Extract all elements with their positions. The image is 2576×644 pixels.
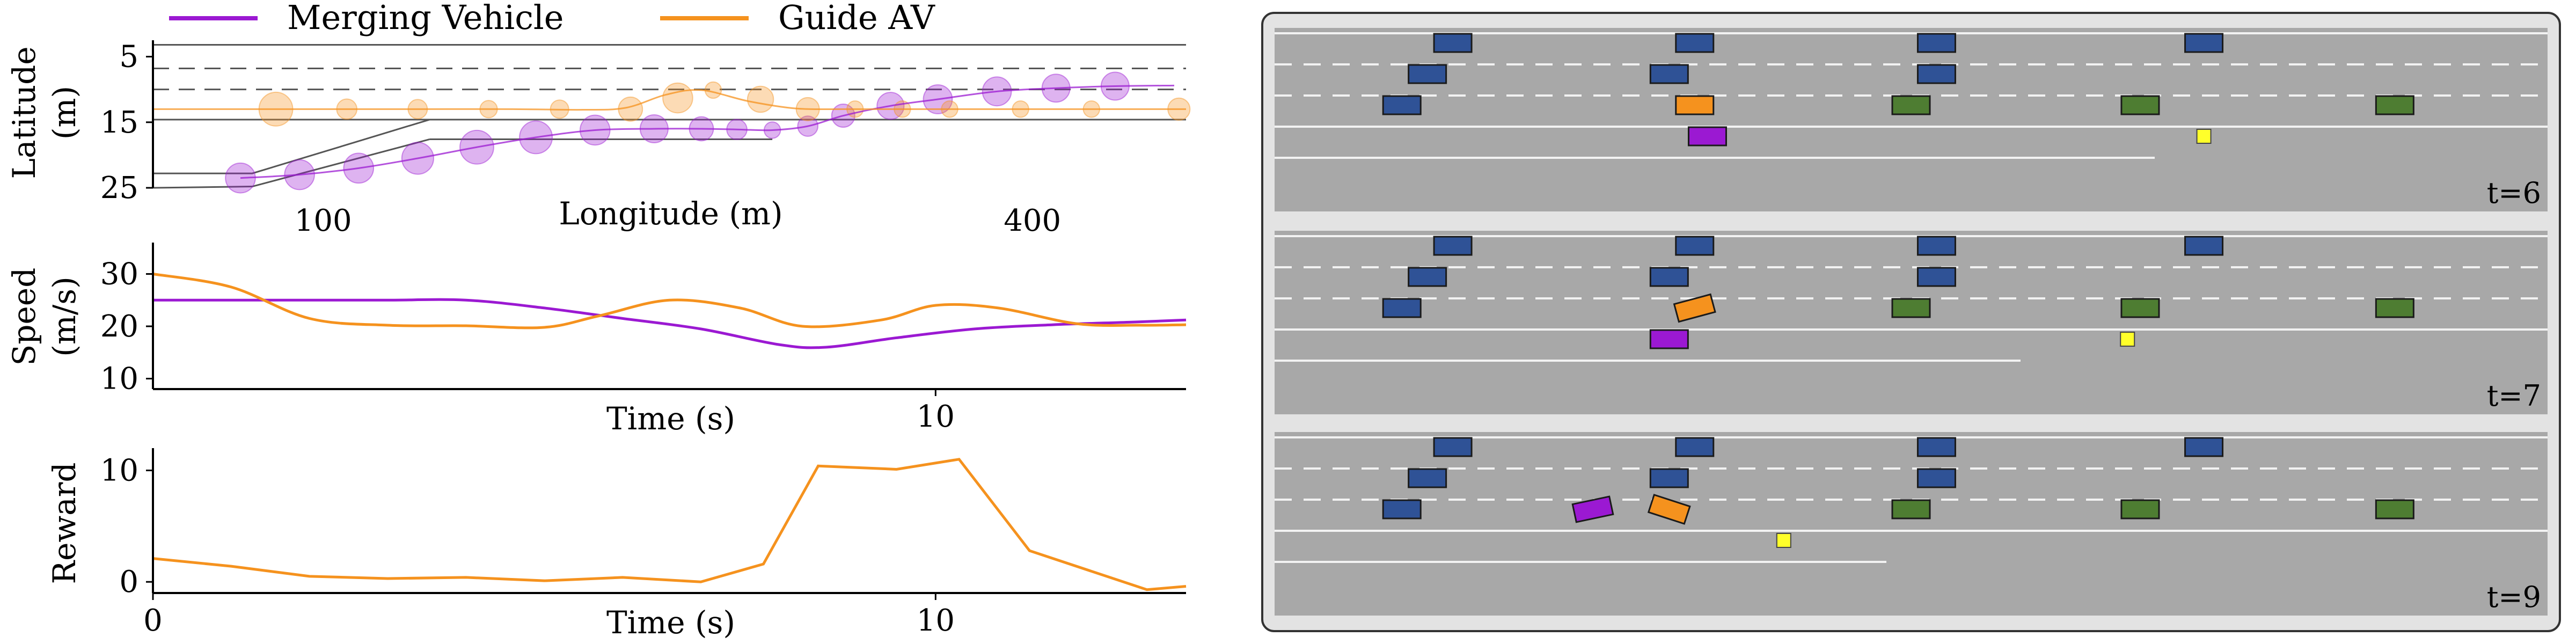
speed-ylabel-line2: (m/s) — [46, 276, 83, 357]
speed-xlabel: Time (s) — [606, 400, 735, 437]
snapshot-1-green-car-0 — [1891, 298, 1931, 318]
trajectory-ylabel-line1: Latitude — [6, 46, 42, 179]
snapshot-0-blue-car-5 — [1649, 64, 1689, 84]
snapshot-0-goal-0 — [2196, 129, 2212, 144]
snapshot-0-green-car-1 — [2120, 95, 2160, 115]
ramp-upper-edge — [153, 119, 430, 174]
trajectory-line-merging — [240, 84, 1174, 179]
snapshot-2-green-car-2 — [2375, 499, 2414, 519]
snapshot-1-green-car-2 — [2375, 298, 2414, 318]
speed-chart: 10 20 30 10 Time (s) Speed (m/s) — [6, 243, 1187, 437]
snapshot-1-blue-car-1 — [1675, 236, 1715, 256]
trajectory-marker-guide-8 — [747, 85, 774, 113]
speed-xtick-10: 10 — [917, 399, 955, 434]
snapshot-1-time-label: t=7 — [2487, 379, 2541, 413]
snapshot-1-green-car-1 — [2120, 298, 2160, 318]
speed-ytick-30: 30 — [100, 257, 138, 292]
trajectory-marks — [153, 71, 1191, 194]
snapshot-2-blue-car-4 — [1408, 468, 1447, 488]
snapshot-t6: t=6 — [1275, 28, 2548, 211]
speed-line-merging — [152, 298, 1187, 349]
trajectory-chart: 5 15 25 100 400 Longitude (m) Latitude (m) — [6, 40, 1191, 238]
legend-guide-label: Guide AV — [778, 0, 935, 37]
ramp-lower-edge — [152, 138, 430, 189]
reward-ytick-10: 10 — [100, 453, 138, 488]
snapshot-2-blue-car-5 — [1649, 468, 1689, 488]
reward-ylabel: Reward — [46, 462, 83, 584]
trajectory-xlabel: Longitude (m) — [559, 195, 782, 232]
snapshot-2-time-label: t=9 — [2487, 580, 2541, 614]
snapshot-0-blue-car-7 — [1382, 95, 1422, 115]
reward-line-guide — [152, 458, 1187, 591]
trajectory-ytick-25: 25 — [100, 171, 138, 206]
trajectory-ticks: 5 15 25 100 400 — [100, 40, 1061, 238]
speed-marks — [152, 273, 1187, 349]
snapshot-1-blue-car-4 — [1408, 267, 1447, 287]
snapshot-1-guide-car-0 — [1673, 293, 1716, 323]
snapshot-1-blue-car-0 — [1433, 236, 1473, 256]
reward-xtick-0: 0 — [143, 603, 163, 638]
snapshot-1-merging-car-0 — [1649, 329, 1689, 349]
simulation-snapshots: t=6 t=7 t=9 — [1261, 12, 2561, 632]
trajectory-marker-guide-7 — [704, 81, 722, 99]
trajectory-xtick-100: 100 — [295, 203, 352, 238]
reward-marks — [152, 458, 1187, 591]
speed-ticks: 10 20 30 10 — [100, 257, 955, 435]
speed-ytick-10: 10 — [100, 362, 138, 397]
snapshot-0-blue-car-6 — [1916, 64, 1956, 84]
snapshot-0-time-label: t=6 — [2487, 176, 2541, 210]
snapshot-t7: t=7 — [1275, 231, 2548, 414]
trajectory-ytick-5: 5 — [119, 40, 138, 75]
legend: Merging Vehicle Guide AV — [169, 0, 935, 37]
snapshot-0-blue-car-4 — [1408, 64, 1447, 84]
trajectory-ytick-15: 15 — [100, 105, 138, 140]
trajectory-xtick-400: 400 — [1004, 203, 1061, 238]
snapshot-2-blue-car-0 — [1433, 437, 1473, 457]
reward-chart: 0 10 0 10 Time (s) Reward — [46, 448, 1187, 641]
snapshot-2-blue-car-7 — [1382, 499, 1422, 519]
snapshot-2-blue-car-3 — [2184, 437, 2224, 457]
speed-ytick-20: 20 — [100, 309, 138, 344]
snapshot-road-0 — [1275, 28, 2548, 211]
snapshot-1-goal-0 — [2120, 332, 2135, 347]
snapshot-2-merging-car-0 — [1571, 495, 1614, 523]
snapshot-2-blue-car-6 — [1916, 468, 1956, 488]
reward-ticks: 0 10 0 10 — [100, 453, 955, 638]
snapshot-0-blue-car-2 — [1916, 33, 1956, 53]
snapshot-0-blue-car-1 — [1675, 33, 1715, 53]
snapshot-road-2 — [1275, 432, 2548, 616]
speed-line-guide — [152, 273, 1187, 330]
trajectory-line-guide — [153, 89, 1186, 111]
snapshot-0-merging-car-0 — [1687, 126, 1727, 147]
snapshot-1-blue-car-3 — [2184, 236, 2224, 256]
reward-xlabel: Time (s) — [606, 604, 735, 641]
snapshot-0-guide-car-0 — [1675, 95, 1715, 115]
snapshot-t9: t=9 — [1275, 432, 2548, 616]
snapshot-2-green-car-0 — [1891, 499, 1931, 519]
reward-ytick-0: 0 — [119, 565, 138, 599]
snapshot-0-blue-car-0 — [1433, 33, 1473, 53]
snapshot-1-blue-car-5 — [1649, 267, 1689, 287]
speed-ylabel-line1: Speed — [6, 268, 42, 366]
snapshot-road-1 — [1275, 231, 2548, 414]
snapshot-2-green-car-1 — [2120, 499, 2160, 519]
snapshot-1-blue-car-2 — [1916, 236, 1956, 256]
snapshot-2-blue-car-2 — [1916, 437, 1956, 457]
snapshot-2-blue-car-1 — [1675, 437, 1715, 457]
snapshot-0-blue-car-3 — [2184, 33, 2224, 53]
snapshot-1-blue-car-7 — [1382, 298, 1422, 318]
snapshot-2-guide-car-0 — [1647, 494, 1691, 525]
snapshot-2-goal-0 — [1776, 533, 1791, 548]
reward-xtick-10: 10 — [917, 603, 955, 638]
snapshot-1-blue-car-6 — [1916, 267, 1956, 287]
trajectory-marker-guide-6 — [662, 82, 693, 114]
snapshot-0-green-car-0 — [1891, 95, 1931, 115]
legend-merging-label: Merging Vehicle — [287, 0, 564, 37]
trajectory-ylabel-line2: (m) — [46, 86, 83, 140]
snapshot-0-green-car-2 — [2375, 95, 2414, 115]
